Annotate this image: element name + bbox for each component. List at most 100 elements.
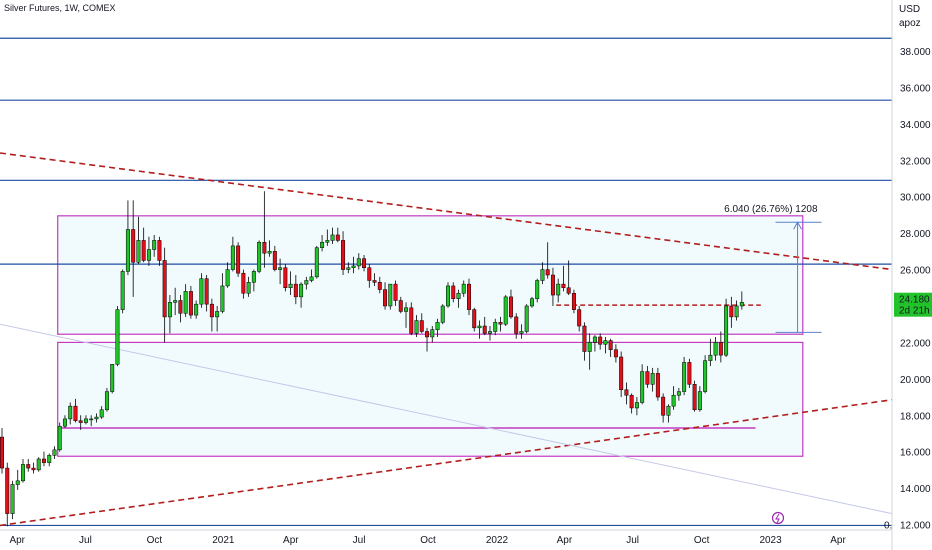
candle (461, 280, 466, 297)
candle-body (188, 291, 193, 316)
y-tick-label: 32.000 (900, 156, 931, 167)
candle-body (372, 280, 377, 283)
candle (299, 282, 304, 308)
candle-body (456, 292, 461, 299)
event-icon (771, 511, 785, 525)
x-tick-label: Jul (79, 535, 92, 546)
candle (440, 304, 445, 325)
candle (157, 236, 162, 266)
candle (335, 227, 340, 243)
candle (68, 402, 73, 425)
candle-body (146, 249, 151, 261)
candle (508, 289, 513, 319)
candle (152, 234, 157, 257)
candle (409, 302, 414, 336)
candle-body (440, 305, 445, 323)
candle-body (493, 322, 498, 332)
candle-body (556, 283, 561, 296)
candle (718, 331, 723, 363)
candle (283, 264, 288, 292)
candle-body (230, 245, 235, 270)
candle (230, 236, 235, 272)
candle-body (687, 362, 692, 385)
candle-body (619, 356, 624, 391)
candle (619, 351, 624, 398)
candle-body (125, 229, 130, 272)
candle-body (267, 251, 272, 254)
candle-body (52, 449, 57, 456)
range-box-1 (57, 215, 804, 335)
chart-title: Silver Futures, 1W, COMEX (4, 3, 116, 13)
candle (692, 380, 697, 412)
candle (713, 336, 718, 361)
candle-body (262, 241, 267, 254)
candle (645, 366, 650, 388)
measure-label: 6.040 (26.76%) 1208 (724, 204, 818, 215)
candle-body (577, 309, 582, 327)
candle (278, 258, 283, 285)
candle (430, 326, 435, 343)
y-tick-label: 20.000 (900, 375, 931, 386)
candle-body (304, 280, 309, 285)
candle-body (661, 396, 666, 416)
candle-body (645, 371, 650, 385)
candle (47, 453, 52, 467)
candle-body (115, 309, 120, 365)
candle (330, 227, 335, 245)
candle-body (204, 278, 209, 305)
candle (697, 386, 702, 412)
x-tick-label: Apr (830, 535, 846, 546)
candle-body (540, 269, 545, 281)
candle-body (713, 342, 718, 356)
candle-body (503, 296, 508, 325)
candle (613, 344, 618, 363)
candle-body (477, 325, 482, 329)
candle-body (314, 247, 319, 278)
candle (272, 245, 277, 272)
candle (540, 262, 545, 285)
candle-body (467, 283, 471, 310)
candle (209, 298, 214, 332)
candle-body (435, 322, 440, 330)
candle (73, 398, 78, 423)
candle-body (650, 373, 655, 385)
candle (529, 296, 534, 308)
candle (167, 295, 172, 334)
last-price-value: 24.180 (899, 295, 930, 306)
y-tick-label: 38.000 (900, 47, 931, 58)
candle-body (666, 405, 671, 416)
candle (125, 200, 130, 276)
candle (131, 200, 136, 297)
candle-body (404, 307, 409, 312)
candle (493, 318, 498, 336)
candle-body (215, 311, 220, 318)
candle-body (41, 458, 46, 463)
candle (57, 422, 62, 452)
thin-trendline (0, 323, 893, 515)
candle-body (351, 265, 356, 268)
candle (94, 413, 99, 423)
candle-body (5, 467, 10, 514)
candle (545, 242, 550, 279)
candle-body (472, 309, 477, 329)
candle (425, 327, 429, 352)
candle (236, 242, 241, 277)
dashed-trendline-7 (0, 398, 893, 527)
y-tick-label: 16.000 (900, 448, 931, 459)
candle (550, 267, 555, 306)
candle-body (419, 320, 424, 332)
candle (640, 364, 645, 405)
y-tick-label: 30.000 (900, 193, 931, 204)
candle-body (356, 258, 361, 267)
candle (21, 458, 25, 483)
candle-body (671, 394, 676, 407)
candle (650, 367, 655, 392)
candle-body (199, 278, 204, 305)
candle (120, 269, 125, 314)
candle (220, 273, 225, 314)
candle-body (104, 391, 109, 411)
candle-body (451, 285, 456, 299)
candle (146, 236, 151, 266)
candle-body (561, 283, 566, 289)
